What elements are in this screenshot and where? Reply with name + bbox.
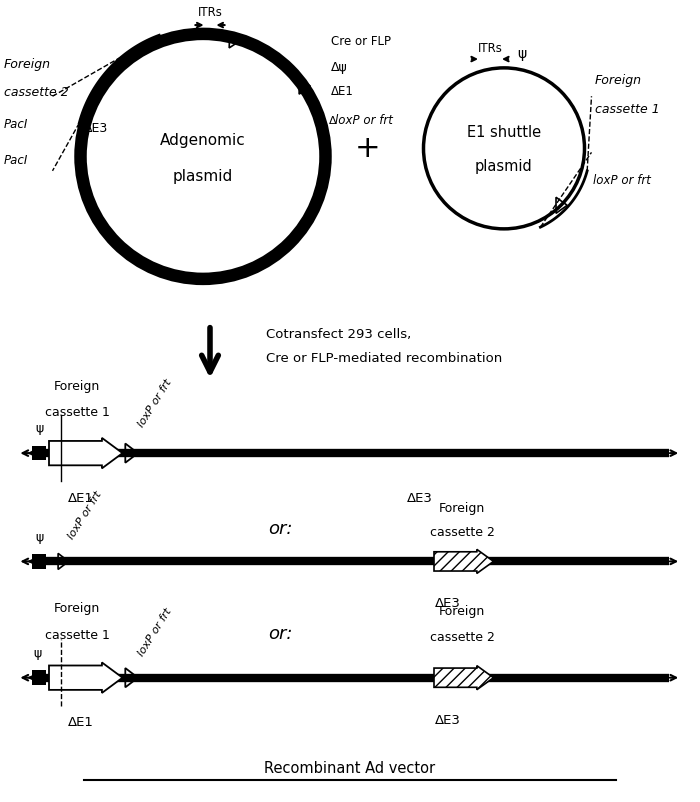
Text: cassette 1: cassette 1 — [45, 629, 109, 642]
Text: loxP or frt: loxP or frt — [593, 174, 651, 187]
Text: cassette 1: cassette 1 — [45, 407, 109, 419]
Text: ψ: ψ — [35, 531, 43, 544]
Text: Cre or FLP-mediated recombination: Cre or FLP-mediated recombination — [266, 352, 503, 365]
Text: ΔE3: ΔE3 — [435, 714, 461, 727]
Text: Foreign: Foreign — [54, 380, 100, 393]
Text: plasmid: plasmid — [173, 169, 233, 184]
Text: cassette 2: cassette 2 — [430, 631, 494, 644]
Text: ITRs: ITRs — [197, 6, 223, 19]
Text: cassette 2: cassette 2 — [430, 526, 494, 539]
Bar — [32, 670, 46, 685]
Text: or:: or: — [267, 625, 293, 642]
Text: ΔE3: ΔE3 — [84, 122, 108, 135]
Text: ΔE3: ΔE3 — [407, 492, 433, 504]
Text: loxP or frt: loxP or frt — [335, 114, 393, 127]
Bar — [32, 554, 46, 569]
Text: or:: or: — [267, 520, 293, 538]
Text: ψ: ψ — [35, 423, 43, 435]
Bar — [32, 446, 46, 460]
Text: Foreign: Foreign — [4, 58, 50, 71]
Polygon shape — [49, 438, 122, 468]
Text: +: + — [355, 134, 380, 163]
Text: PacI: PacI — [4, 118, 28, 131]
Text: Foreign: Foreign — [439, 605, 485, 618]
Text: Foreign: Foreign — [439, 502, 485, 515]
Text: loxP or frt: loxP or frt — [136, 378, 173, 429]
Text: loxP or frt: loxP or frt — [136, 606, 173, 658]
Text: Foreign: Foreign — [54, 602, 100, 615]
Text: ψ: ψ — [33, 647, 41, 660]
Text: Adgenomic: Adgenomic — [160, 133, 246, 148]
Text: PacI: PacI — [4, 154, 28, 167]
Polygon shape — [434, 666, 494, 690]
Polygon shape — [434, 549, 494, 573]
Text: loxP or frt: loxP or frt — [66, 490, 104, 541]
Text: Recombinant Ad vector: Recombinant Ad vector — [265, 761, 435, 776]
Text: ΔE1: ΔE1 — [68, 492, 93, 504]
Text: Δψ: Δψ — [331, 61, 348, 74]
Text: ΔE3: ΔE3 — [435, 597, 461, 610]
Text: plasmid: plasmid — [475, 159, 533, 173]
Text: cassette 2: cassette 2 — [4, 86, 69, 99]
Text: E1 shuttle: E1 shuttle — [467, 125, 541, 140]
Text: Foreign: Foreign — [595, 74, 642, 87]
Text: cassette 1: cassette 1 — [595, 103, 659, 116]
Text: ψ: ψ — [517, 47, 526, 62]
Polygon shape — [49, 662, 122, 693]
Text: ΔE1: ΔE1 — [68, 716, 93, 729]
Text: Cotransfect 293 cells,: Cotransfect 293 cells, — [266, 328, 412, 341]
Text: Δ: Δ — [329, 115, 370, 125]
Text: ΔE1: ΔE1 — [331, 85, 354, 98]
Text: ITRs: ITRs — [477, 42, 503, 55]
Text: Cre or FLP: Cre or FLP — [331, 35, 391, 48]
